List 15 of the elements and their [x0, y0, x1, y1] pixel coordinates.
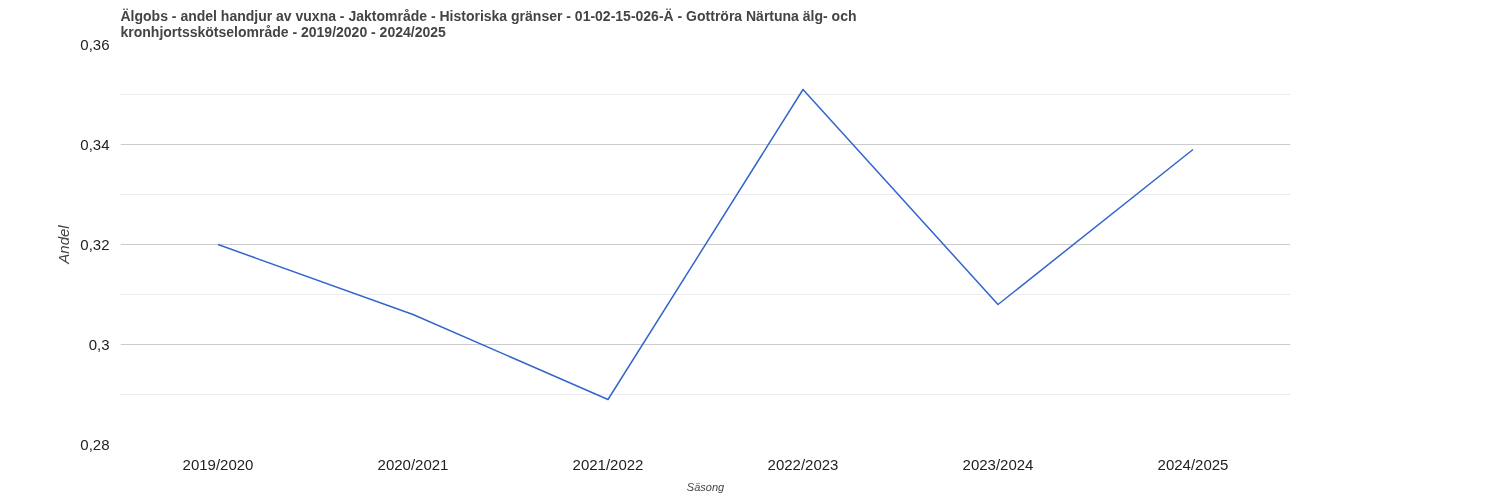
y-tick-label: 0,28 — [80, 435, 110, 453]
x-tick-label: 2023/2024 — [962, 455, 1034, 473]
y-tick-label: 0,3 — [88, 335, 110, 353]
x-tick-label: 2021/2022 — [572, 455, 644, 473]
line-series — [217, 88, 1194, 401]
x-tick-label: 2019/2020 — [182, 455, 254, 473]
x-tick-label: 2020/2021 — [377, 455, 449, 473]
y-tick-label: 0,32 — [80, 235, 110, 253]
y-tick-label: 0,34 — [80, 135, 110, 153]
x-tick-label: 2022/2023 — [767, 455, 839, 473]
y-axis-title: Andel — [55, 224, 73, 265]
x-axis-title: Säsong — [686, 480, 726, 493]
x-tick-label: 2024/2025 — [1157, 455, 1229, 473]
chart-title: Älgobs - andel handjur av vuxna - Jaktområde - Historiska gränser - 01-02-15-026-Ä - Gottröra Närtuna älg- och kronhjortsskötselområde - 2019/2020 - 2024/2025 — [120, 7, 857, 40]
y-tick-label: 0,36 — [80, 35, 110, 53]
